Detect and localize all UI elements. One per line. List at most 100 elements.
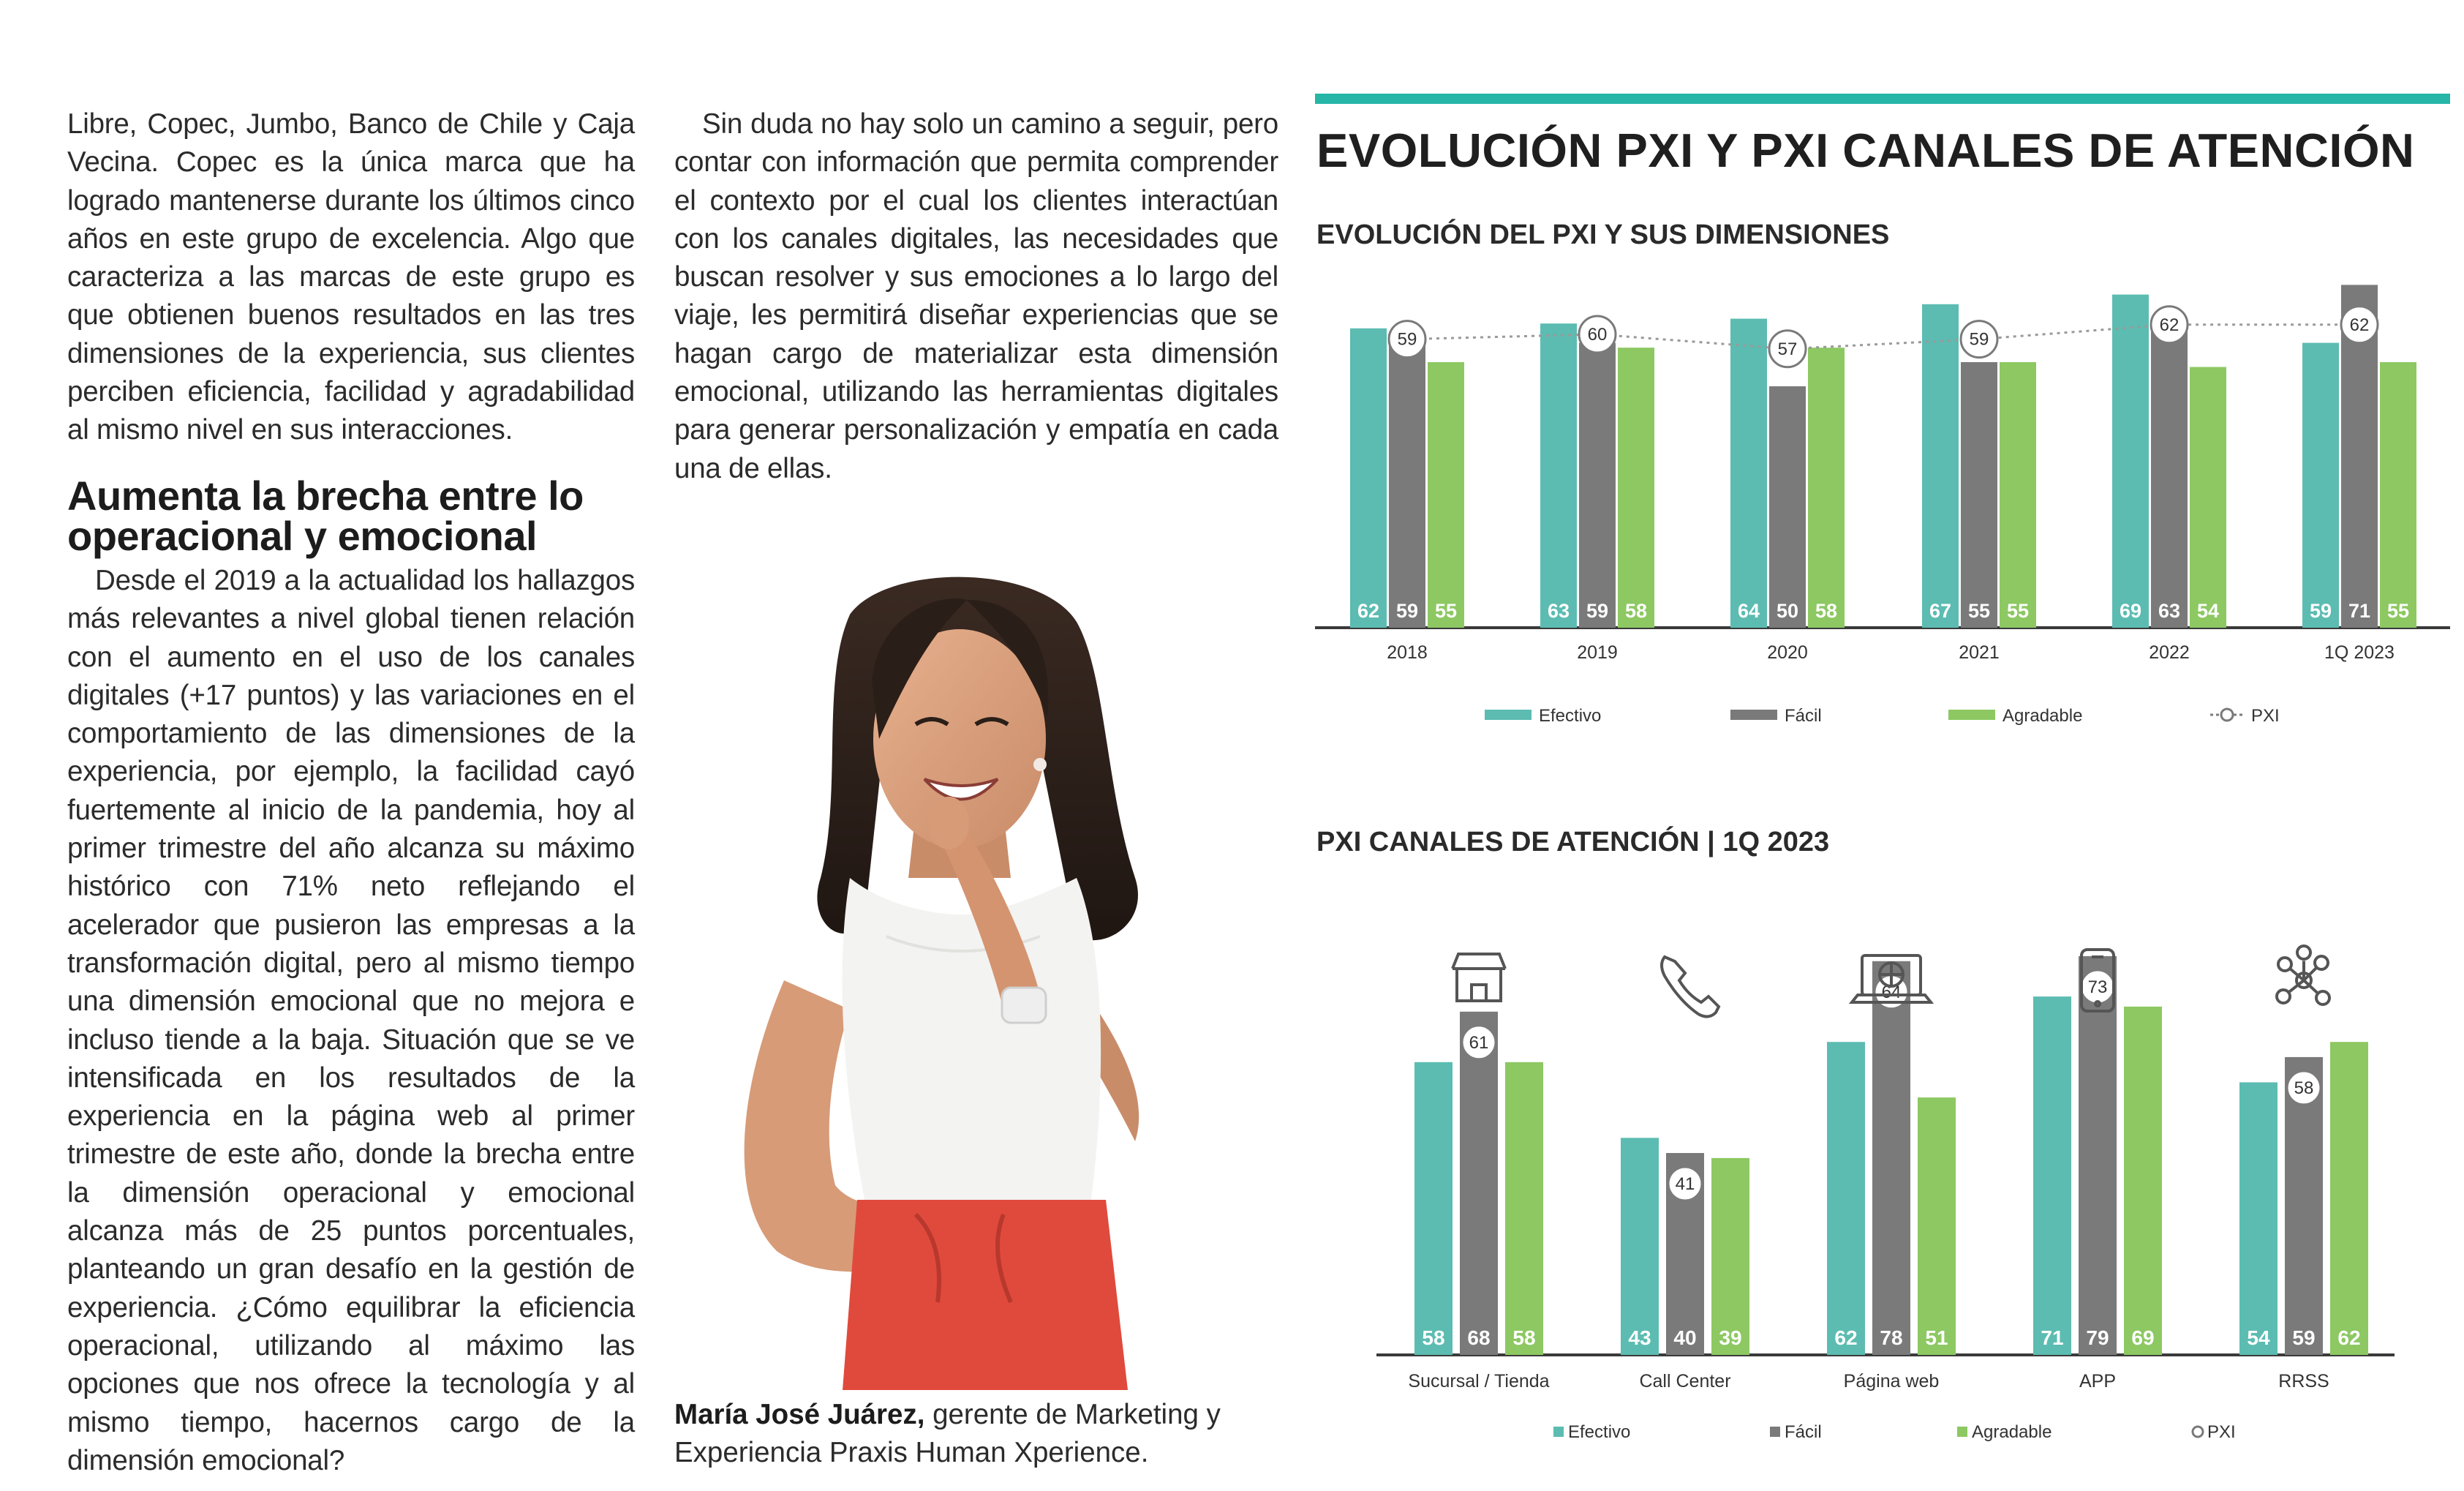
chart2-bar-agradable [2124, 1006, 2162, 1355]
chart1-bar-value: 59 [1396, 600, 1418, 622]
chart1-x-tick: 2019 [1577, 642, 1618, 663]
chart2-bar-value: 68 [1467, 1326, 1490, 1349]
chart2-bar-value: 51 [1925, 1326, 1948, 1349]
portrait-photo [744, 577, 1139, 1390]
chart1-pxi-value: 57 [1778, 339, 1798, 359]
chart2-x-tick: Sucursal / Tienda [1408, 1371, 1549, 1392]
caption-name: María José Juárez, [674, 1399, 925, 1430]
chart1-pxi-marker [2340, 305, 2379, 345]
chart2-legend-label: PXI [2207, 1422, 2236, 1442]
laptop-icon [1848, 954, 1934, 1004]
accent-rule [1315, 94, 2450, 104]
chart2-pxi-value: 64 [1882, 983, 1902, 1002]
mobile-icon [2080, 948, 2115, 1013]
chart2-bar-value: 58 [1512, 1326, 1535, 1349]
chart1-legend-label: Agradable [2003, 706, 2082, 726]
chart2-pxi-marker [1873, 974, 1910, 1010]
chart1-bar-value: 59 [2310, 600, 2332, 622]
network-icon [2275, 944, 2331, 1006]
chart1-bar-agradable [2380, 362, 2416, 628]
store-icon [1451, 953, 1507, 1002]
chart1-bar-value: 55 [1435, 600, 1457, 622]
chart1-bar-value: 59 [1586, 600, 1608, 622]
chart1-pxi-line [1406, 323, 2359, 350]
chart1-bar-efectivo [1922, 304, 1959, 628]
chart2-pxi-value: 41 [1676, 1174, 1695, 1194]
chart1-bar-value: 62 [1357, 600, 1379, 622]
chart2-bar-agradable [1505, 1062, 1543, 1355]
chart2-x-tick: APP [2079, 1371, 2116, 1392]
chart2-pxi-value: 58 [2294, 1078, 2314, 1098]
chart1-legend-label: PXI [2251, 706, 2280, 726]
chart1-bar-value: 55 [1968, 600, 1990, 622]
chart1-legend-swatch-agradable [1948, 710, 1995, 720]
chart2-bar-value: 62 [1834, 1326, 1857, 1349]
chart1-x-tick: 2022 [2149, 642, 2190, 663]
chart1-x-tick: 2018 [1387, 642, 1428, 663]
chart1-legend-label: Fácil [1785, 706, 1822, 726]
chart1-bar-value: 67 [1929, 600, 1951, 622]
chart1-bar-agradable [2000, 362, 2036, 628]
chart2-bar-agradable [1711, 1157, 1749, 1355]
chart1-legend-swatch-efectivo [1485, 710, 1531, 720]
article-paragraph: Libre, Copec, Jumbo, Banco de Chile y Ca… [67, 108, 635, 446]
chart1-pxi-value: 62 [2350, 315, 2370, 335]
article-paragraph: Sin duda no hay solo un camino a seguir,… [674, 108, 1278, 484]
chart1-bar-fácil [1769, 386, 1806, 628]
chart1-legend-pxi-marker [2220, 707, 2234, 722]
chart1-bar-efectivo [1350, 328, 1387, 628]
section-heading: Aumenta la brecha entre lo operacional y… [67, 473, 584, 559]
chart1-bar-value: 50 [1777, 600, 1798, 622]
chart2-bar-efectivo [2033, 996, 2071, 1355]
chart1-bar-agradable [1808, 348, 1845, 628]
chart1-pxi-value: 60 [1588, 325, 1608, 345]
chart1-bar-value: 69 [2120, 600, 2141, 622]
chart2-legend-swatch-fácil [1770, 1427, 1780, 1437]
chart2-pxi-value: 61 [1469, 1033, 1489, 1053]
chart1-bar-fácil [2341, 285, 2378, 628]
chart2-pxi-marker [2286, 1070, 2322, 1106]
chart2-bar-value: 40 [1673, 1326, 1696, 1349]
chart2-bar-fácil [2285, 1056, 2323, 1355]
chart2-legend-label: Efectivo [1568, 1422, 1630, 1442]
chart2-legend-pxi-marker [2191, 1425, 2204, 1438]
phone-icon [1660, 955, 1721, 1018]
chart1-legend-label: Efectivo [1539, 706, 1601, 726]
chart1-bar-fácil [1579, 342, 1616, 628]
chart2-legend-swatch-agradable [1957, 1427, 1967, 1437]
chart2-legend-label: Fácil [1785, 1422, 1822, 1442]
chart2-bar-value: 58 [1422, 1326, 1444, 1349]
chart2-x-tick: RRSS [2278, 1371, 2329, 1392]
infographic-title: EVOLUCIÓN PXI Y PXI CANALES DE ATENCIÓN [1316, 124, 2415, 177]
chart1-x-tick: 1Q 2023 [2324, 642, 2395, 663]
chart2-bar-efectivo [1414, 1062, 1453, 1355]
chart1-bar-value: 63 [1548, 600, 1570, 622]
chart2-x-tick: Página web [1844, 1371, 1940, 1392]
chart1-bar-value: 55 [2387, 600, 2409, 622]
chart1-bar-value: 64 [1738, 600, 1760, 622]
chart2-bar-value: 78 [1880, 1326, 1902, 1349]
chart1-bar-value: 58 [1625, 600, 1647, 622]
chart1-bar-efectivo [1540, 323, 1577, 628]
chart1-pxi-value: 62 [2160, 315, 2179, 335]
chart2-bar-agradable [2330, 1042, 2368, 1355]
chart1-bar-fácil [1961, 362, 1997, 628]
chart1-bar-fácil [2151, 323, 2188, 628]
chart2-bar-value: 54 [2247, 1326, 2270, 1349]
chart2-bar-value: 69 [2131, 1326, 2154, 1349]
chart2-bar-value: 71 [2041, 1326, 2063, 1349]
chart1-pxi-marker [1768, 329, 1807, 369]
chart1-bar-value: 55 [2007, 600, 2029, 622]
chart2-bar-value: 59 [2292, 1326, 2315, 1349]
chart2-pxi-value: 73 [2088, 977, 2108, 997]
chart2-bar-efectivo [2239, 1082, 2277, 1355]
chart2-bar-fácil [1666, 1153, 1704, 1355]
chart1-pxi-marker [1578, 315, 1617, 354]
chart2-pxi-marker [1461, 1024, 1497, 1061]
chart2-bar-value: 79 [2086, 1326, 2109, 1349]
chart1-bar-value: 63 [2158, 600, 2180, 622]
chart1-bar-efectivo [1730, 318, 1767, 628]
chart2-bar-value: 43 [1628, 1326, 1651, 1349]
chart1-bar-value: 71 [2348, 600, 2370, 622]
chart2-bar-value: 62 [2337, 1326, 2360, 1349]
